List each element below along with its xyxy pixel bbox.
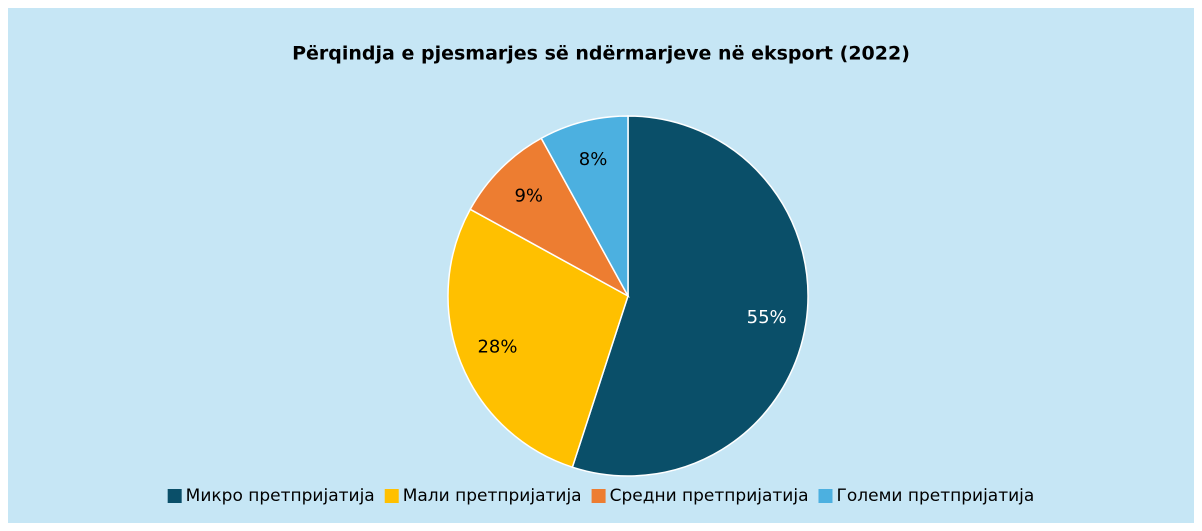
legend-label: Мали претпријатија [403,486,582,506]
legend-swatch [384,489,399,503]
legend-swatch [591,489,606,503]
legend-swatch [167,489,182,503]
data-label: 55% [747,307,787,328]
legend-swatch [818,489,833,503]
data-label: 28% [477,337,517,358]
data-label: 9% [514,186,543,207]
legend: Микро претпријатија Мали претпријатија Сре… [167,486,1034,506]
legend-label: Големи претпријатија [836,486,1034,506]
pie-slice [571,115,809,477]
legend-label: Средни претпријатија [610,486,809,506]
pie-slice [447,208,629,469]
pie-slice [540,115,629,297]
pie-slice [469,137,630,298]
legend-label: Микро претпријатија [186,486,375,506]
chart-title: Përqindja e pjesmarjes së ndërmarjeve në… [292,43,910,65]
data-label: 8% [579,149,608,170]
